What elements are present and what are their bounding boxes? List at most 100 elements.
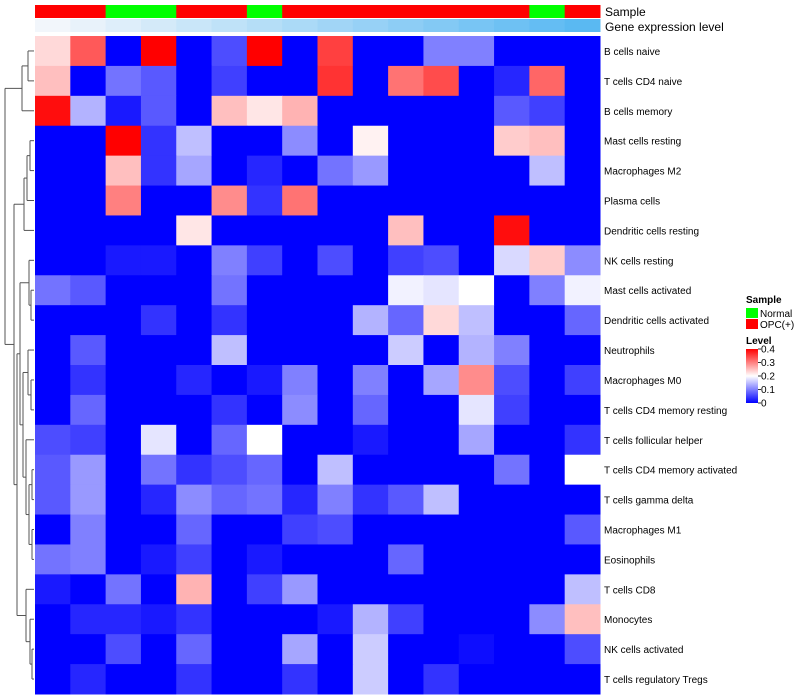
heatmap-cell (35, 514, 71, 545)
heatmap-cell (564, 185, 601, 216)
heatmap-cell (317, 245, 354, 276)
heatmap-cell (529, 95, 566, 127)
heatmap-cell (176, 424, 213, 456)
heatmap-cell (494, 95, 530, 127)
heatmap-cell (423, 65, 460, 97)
heatmap-cell (352, 634, 389, 665)
heatmap-cell (246, 424, 283, 456)
heatmap-cell (564, 125, 601, 157)
legend-label-normal: Normal (760, 309, 792, 320)
heatmap-cell (176, 544, 213, 575)
heatmap-cell (458, 394, 495, 426)
heatmap-cell (564, 424, 601, 456)
sample-annotation-cell (35, 5, 71, 18)
heatmap-cell (458, 215, 495, 246)
heatmap-cell (352, 544, 389, 575)
sample-annotation-cell (458, 5, 495, 18)
heatmap-cell (317, 305, 354, 336)
heatmap-cell (105, 454, 142, 486)
heatmap-cell (388, 634, 424, 665)
heatmap-cell (140, 65, 177, 97)
heatmap-cell (105, 604, 142, 635)
heatmap-cell (140, 394, 177, 426)
heatmap-cell (494, 305, 530, 336)
heatmap-cell (246, 245, 283, 276)
heatmap-cell (458, 36, 495, 67)
heatmap-cell (494, 155, 530, 187)
heatmap-cell (246, 335, 283, 366)
level-colorbar (746, 349, 758, 403)
heatmap-cell (70, 245, 107, 276)
row-label: Mast cells activated (604, 286, 691, 297)
heatmap-cell (352, 484, 389, 516)
heatmap-cell (211, 394, 248, 426)
heatmap-cell (35, 394, 71, 426)
heatmap-cell (282, 544, 318, 575)
heatmap-cell (388, 65, 424, 97)
heatmap-cell (564, 514, 601, 545)
heatmap-cell (388, 245, 424, 276)
heatmap-cell (246, 365, 283, 396)
gene-level-annotation-cell (140, 19, 177, 32)
sample-annotation-cell (246, 5, 283, 18)
heatmap-cell (211, 335, 248, 366)
heatmap-cell (246, 275, 283, 306)
heatmap-cell (388, 484, 424, 516)
legend-swatch-normal (746, 308, 758, 318)
level-tick-label: 0 (761, 399, 767, 410)
gene-level-annotation-cell (282, 19, 318, 32)
gene-level-annotation-cell (317, 19, 354, 32)
heatmap-cell (423, 454, 460, 486)
heatmap-cell (317, 424, 354, 456)
row-label: T cells CD4 naive (604, 77, 683, 88)
gene-level-annotation-cell (458, 19, 495, 32)
heatmap-cell (140, 275, 177, 306)
heatmap-cell (176, 634, 213, 665)
heatmap-cell (282, 335, 318, 366)
heatmap-cell (494, 664, 530, 695)
heatmap-cell (211, 305, 248, 336)
row-dendrogram (4, 50, 34, 680)
heatmap-cell (35, 305, 71, 336)
row-label: B cells naive (604, 47, 661, 58)
heatmap-cell (423, 335, 460, 366)
heatmap-cell (529, 335, 566, 366)
level-legend: Level 0.4 0.3 0.2 0.1 0 (746, 336, 775, 410)
heatmap-cell (282, 514, 318, 545)
heatmap-cell (529, 514, 566, 545)
heatmap-cell (35, 95, 71, 127)
heatmap-cell (211, 215, 248, 246)
heatmap-cell (529, 245, 566, 276)
heatmap-cell (70, 604, 107, 635)
heatmap-cell (176, 514, 213, 545)
heatmap-cell (211, 604, 248, 635)
heatmap-cell (352, 305, 389, 336)
heatmap-cell (70, 36, 107, 67)
heatmap-cell (564, 155, 601, 187)
heatmap-cell (458, 275, 495, 306)
row-label: Macrophages M2 (604, 167, 682, 178)
heatmap-cell (70, 424, 107, 456)
heatmap-cell (388, 365, 424, 396)
heatmap-cell (352, 275, 389, 306)
heatmap-cell (282, 634, 318, 665)
heatmap-cell (35, 365, 71, 396)
heatmap-cell (494, 215, 530, 246)
heatmap-cell (388, 514, 424, 545)
heatmap-cell (140, 365, 177, 396)
gene-level-annotation-cell (388, 19, 424, 32)
heatmap-cell (423, 394, 460, 426)
heatmap-cell (388, 454, 424, 486)
heatmap-cell (105, 484, 142, 516)
heatmap-cell (176, 335, 213, 366)
heatmap-cell (282, 574, 318, 605)
heatmap-cell (70, 454, 107, 486)
heatmap-cell (176, 125, 213, 157)
heatmap-cell (246, 544, 283, 575)
heatmap-cell (317, 185, 354, 216)
level-tick-label: 0.4 (761, 345, 775, 356)
heatmap-cell (246, 604, 283, 635)
heatmap-cell (35, 574, 71, 605)
heatmap-cell (246, 95, 283, 127)
